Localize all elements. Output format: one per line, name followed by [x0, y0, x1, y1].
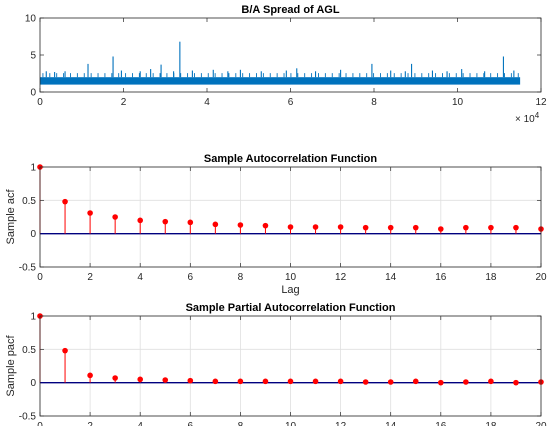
x-tick-label: 12	[535, 97, 547, 108]
stem-marker	[513, 379, 519, 386]
stem-marker	[287, 378, 294, 385]
x-axis-label: Lag	[281, 284, 299, 296]
stem-marker	[237, 378, 244, 385]
stem-marker	[62, 347, 68, 354]
stem-marker	[387, 224, 394, 231]
axes-box	[39, 315, 542, 417]
stem-marker	[488, 378, 494, 385]
x-exponent-label: × 104	[515, 111, 540, 125]
x-tick-label: 4	[137, 272, 143, 283]
stem-marker	[162, 218, 169, 225]
x-tick-label: 10	[452, 97, 464, 108]
chart-title: B/A Spread of AGL	[241, 4, 339, 16]
stem-marker	[212, 378, 219, 385]
y-tick-label: 0	[30, 229, 36, 240]
stem-marker	[62, 198, 68, 205]
x-tick-label: 16	[435, 272, 447, 283]
stem-marker	[463, 379, 469, 385]
y-tick-label: 0	[30, 88, 36, 99]
x-tick-label: 20	[535, 421, 547, 426]
x-tick-label: 2	[121, 97, 127, 108]
stem-marker	[212, 221, 219, 228]
x-exponent-power: 4	[535, 111, 540, 120]
y-tick-label: 5	[30, 51, 36, 62]
stem-marker	[488, 224, 494, 231]
y-tick-label: 0.5	[22, 196, 36, 207]
x-tick-label: 14	[385, 272, 397, 283]
chart-title: Sample Autocorrelation Function	[204, 153, 377, 165]
stem-marker	[312, 224, 319, 230]
y-tick-label: -0.5	[19, 263, 37, 274]
x-tick-label: 16	[435, 421, 447, 426]
stem-marker	[262, 222, 269, 229]
stem-marker	[87, 210, 93, 216]
y-tick-label: -0.5	[19, 412, 37, 423]
stem-marker	[162, 377, 169, 383]
x-tick-label: 0	[37, 97, 43, 108]
x-tick-label: 8	[371, 97, 377, 108]
x-exponent-base: × 10	[515, 114, 535, 125]
stem-marker	[237, 222, 244, 228]
stem-marker	[287, 224, 294, 230]
series-line-band	[40, 77, 521, 85]
stem-marker	[412, 224, 419, 231]
stem-marker	[137, 376, 143, 383]
stem-marker	[337, 224, 344, 230]
x-tick-label: 6	[288, 97, 294, 108]
stem-marker	[438, 379, 444, 386]
y-axis-label: Sample acf	[5, 189, 17, 245]
x-tick-label: 8	[238, 421, 244, 426]
x-tick-label: 2	[87, 272, 93, 283]
x-tick-label: 10	[285, 421, 297, 426]
chart-title: Sample Partial Autocorrelation Function	[186, 302, 396, 314]
stem-marker	[262, 378, 269, 385]
x-tick-label: 18	[485, 421, 497, 426]
axes-box	[39, 17, 542, 93]
stem-marker	[362, 224, 369, 231]
y-tick-label: 1	[30, 312, 36, 323]
stem-marker	[87, 372, 93, 379]
stem-marker	[187, 377, 194, 384]
x-tick-label: 0	[37, 272, 43, 283]
x-tick-label: 8	[238, 272, 244, 283]
stem-marker	[438, 226, 444, 232]
stem-marker	[137, 217, 143, 224]
stem-marker	[112, 375, 118, 381]
x-tick-label: 12	[335, 421, 347, 426]
y-tick-label: 10	[25, 14, 37, 25]
stem-marker	[463, 224, 469, 231]
x-tick-label: 4	[204, 97, 210, 108]
x-tick-label: 20	[535, 272, 547, 283]
stem-marker	[513, 224, 519, 231]
x-tick-label: 0	[37, 421, 43, 426]
stem-marker	[187, 219, 194, 226]
x-tick-label: 12	[335, 272, 347, 283]
y-tick-label: 0	[30, 378, 36, 389]
x-tick-label: 14	[385, 421, 397, 426]
x-tick-label: 4	[137, 421, 143, 426]
y-tick-label: 1	[30, 163, 36, 174]
axes-box	[39, 166, 542, 268]
stem-marker	[412, 378, 419, 385]
stem-marker	[312, 378, 319, 385]
stem-marker	[337, 378, 344, 385]
stem-marker	[362, 379, 369, 385]
stem-marker	[112, 214, 118, 220]
x-tick-label: 10	[285, 272, 297, 283]
x-tick-label: 2	[87, 421, 93, 426]
y-axis-label: Sample pacf	[5, 334, 17, 396]
stem-marker	[387, 379, 394, 385]
x-tick-label: 18	[485, 272, 497, 283]
y-tick-label: 0.5	[22, 345, 36, 356]
x-tick-label: 6	[188, 272, 194, 283]
x-tick-label: 6	[188, 421, 194, 426]
